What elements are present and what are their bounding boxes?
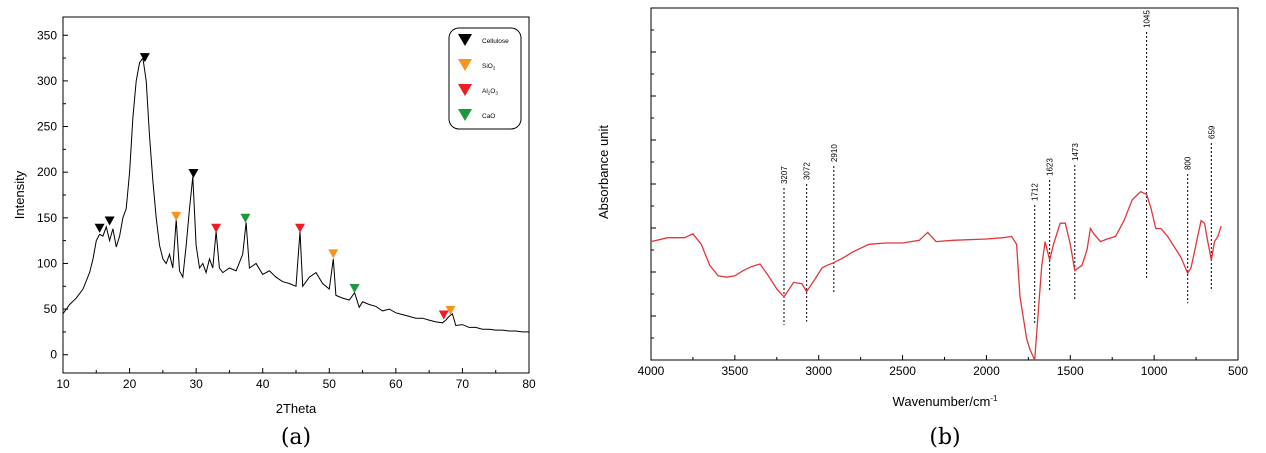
panel-b-x-axis-label: Wavenumber/cm-1 — [893, 394, 998, 409]
panel-b-x-tick-label: 1500 — [1057, 364, 1084, 378]
panel-b-ticks: 4000 3500 3000 2500 2000 1500 1000 500 — [638, 29, 1248, 378]
panel-b-x-tick-label: 4000 — [638, 364, 665, 378]
panel-a-x-tick-label: 60 — [389, 377, 403, 391]
panel-b-x-tick-label: 3500 — [722, 364, 749, 378]
panel-a-legend-label-part: O — [490, 88, 495, 95]
panel-a-marker-cellulose — [94, 223, 105, 233]
panel-b-x-tick-label: 1000 — [1141, 364, 1168, 378]
panel-a-marker-cao — [240, 213, 251, 223]
panel-a-label: (a) — [281, 425, 311, 450]
panel-b-annotation-label: 1045 — [1143, 10, 1152, 28]
panel-a-marker-cellulose — [139, 53, 150, 63]
panel-b-annotation-label: 3207 — [780, 166, 789, 184]
panel-a-marker-cellulose — [104, 216, 115, 226]
panel-a-marker-sio2 — [328, 249, 339, 259]
panel-a-x-axis-label: 2Theta — [276, 401, 317, 416]
panel-b-x-tick-label: 3000 — [805, 364, 832, 378]
panel-b-annotation-label: 1712 — [1031, 183, 1040, 201]
panel-b-x-tick-label: 2000 — [973, 364, 1000, 378]
panel-b-annotation-label: 3072 — [803, 162, 812, 180]
panel-a-legend-box — [448, 27, 522, 130]
panel-a-marker-al2o3 — [294, 223, 305, 233]
panel-a-legend-label: CaO — [482, 113, 495, 120]
panel-b-ftir-chart: 4000 3500 3000 2500 2000 1500 1000 500 3207 3072… — [596, 7, 1248, 450]
panel-a-phase-markers — [94, 53, 456, 320]
panel-a-x-tick-label: 80 — [522, 377, 536, 391]
panel-a-marker-sio2 — [445, 305, 456, 315]
panel-a-legend-label-part: 3 — [495, 91, 498, 96]
panel-a-legend-label-part: SiO — [482, 63, 493, 70]
panel-b-annotation-label: 1623 — [1046, 158, 1055, 176]
panel-b-annotation-label: 800 — [1184, 156, 1193, 170]
panel-b-x-tick-label: 500 — [1228, 364, 1248, 378]
panel-b-x-axis-label-text: Wavenumber/cm — [893, 394, 991, 409]
panel-a-legend-marker — [458, 34, 472, 46]
panel-a-y-tick-label: 100 — [37, 256, 57, 270]
panel-a-legend-label-part: Al — [482, 88, 488, 95]
panel-b-annotation-label: 659 — [1207, 125, 1216, 139]
panel-a-y-tick-label: 150 — [37, 211, 57, 225]
panel-a-marker-cao — [349, 284, 360, 294]
panel-a-x-tick-label: 50 — [323, 377, 337, 391]
panel-a-y-tick-label: 0 — [50, 348, 57, 362]
panel-a-y-tick-label: 300 — [37, 74, 57, 88]
panel-a-x-tick-label: 70 — [456, 377, 470, 391]
panel-a-legend-marker — [458, 109, 472, 121]
panel-a-y-tick-label: 350 — [37, 28, 57, 42]
panel-b-ftir-spectrum-line — [650, 190, 1222, 361]
panel-a-legend-label: SiO2 — [482, 63, 496, 71]
panel-a-x-tick-label: 10 — [56, 377, 70, 391]
panel-a-y-tick-label: 250 — [37, 120, 57, 134]
panel-a-x-tick-label: 40 — [256, 377, 270, 391]
panel-b-annotation-label: 2910 — [830, 144, 839, 162]
panel-a-legend-marker — [458, 84, 472, 96]
panel-a-y-axis-label: Intensity — [12, 170, 27, 219]
panel-b-label: (b) — [929, 425, 960, 450]
panel-a-xrd-chart: 10 20 30 40 50 60 70 80 0 50 100 150 200 250 300 350 Ce… — [12, 16, 536, 450]
panel-a-legend-label-part: 2 — [493, 66, 496, 71]
panel-b-peak-annotations: 3207 3072 2910 1712 1623 1473 1045 800 659 — [780, 10, 1216, 325]
panel-a-xrd-pattern-line — [62, 56, 529, 333]
panel-a-legend-marker — [458, 59, 472, 71]
panel-a-marker-sio2 — [171, 211, 182, 221]
panel-a-ticks: 10 20 30 40 50 60 70 80 0 50 100 150 200 250 300 350 — [37, 28, 536, 391]
panel-a-y-tick-label: 50 — [44, 302, 58, 316]
panel-a-marker-cellulose — [188, 169, 199, 179]
panel-a-marker-al2o3 — [438, 310, 449, 320]
panel-b-x-tick-label: 2500 — [889, 364, 916, 378]
panel-a-x-tick-label: 20 — [123, 377, 137, 391]
panel-a-y-tick-label: 200 — [37, 165, 57, 179]
panel-a-legend-label-part: 2 — [488, 91, 491, 96]
panel-b-x-axis-label-superscript: -1 — [990, 394, 998, 403]
panel-a-legend-label: Cellulose — [482, 38, 509, 45]
panel-a-legend-label: Al2O3 — [482, 88, 498, 96]
panel-b-annotation-label: 1473 — [1071, 143, 1080, 161]
panel-b-frame — [650, 7, 1239, 361]
panel-a-x-tick-label: 30 — [189, 377, 203, 391]
panel-b-y-axis-label: Absorbance unit — [596, 125, 611, 219]
panel-a-marker-al2o3 — [211, 223, 222, 233]
